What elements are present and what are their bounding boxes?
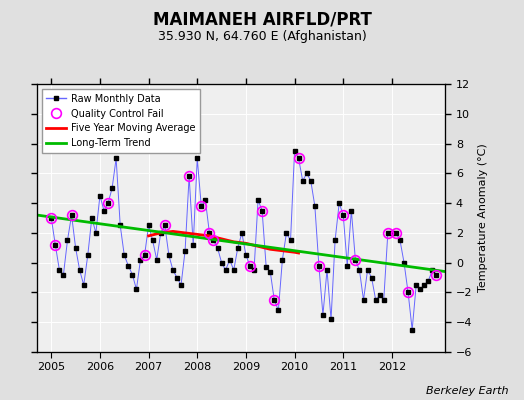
Text: 35.930 N, 64.760 E (Afghanistan): 35.930 N, 64.760 E (Afghanistan): [158, 30, 366, 43]
Text: MAIMANEH AIRFLD/PRT: MAIMANEH AIRFLD/PRT: [152, 10, 372, 28]
Y-axis label: Temperature Anomaly (°C): Temperature Anomaly (°C): [478, 144, 488, 292]
Text: Berkeley Earth: Berkeley Earth: [426, 386, 508, 396]
Legend: Raw Monthly Data, Quality Control Fail, Five Year Moving Average, Long-Term Tren: Raw Monthly Data, Quality Control Fail, …: [41, 89, 200, 153]
